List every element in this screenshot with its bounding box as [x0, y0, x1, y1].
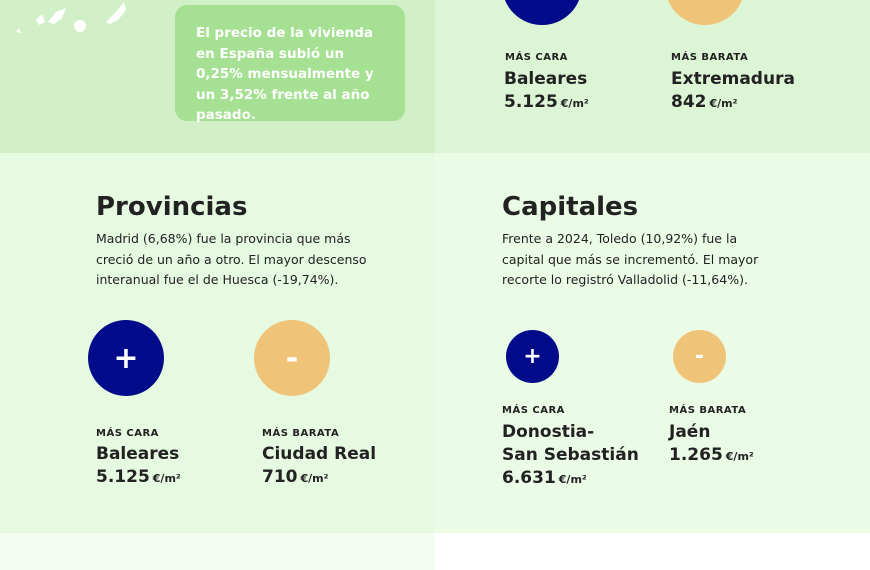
provincias-panel — [0, 153, 435, 533]
price-value: 842 — [671, 92, 707, 112]
capitales-plus-circle: + — [506, 330, 559, 383]
comunidades-barata-place: Extremadura — [671, 69, 795, 89]
provincias-barata-price: 710 €/m² — [262, 467, 328, 487]
capitales-barata-price: 1.265 €/m² — [669, 445, 754, 465]
comunidades-barata-price: 842 €/m² — [671, 92, 737, 112]
price-unit: €/m² — [558, 473, 587, 486]
provincias-description: Madrid (6,68%) fue la provincia que más … — [96, 231, 367, 287]
summary-box: El precio de la vivienda en España subió… — [175, 5, 405, 123]
minus-icon: - — [285, 340, 299, 376]
capitales-cara-place-line1: Donostia- — [502, 422, 595, 442]
price-unit: €/m² — [725, 450, 754, 463]
minus-icon: - — [694, 344, 705, 369]
price-unit: €/m² — [709, 97, 738, 110]
price-value: 1.265 — [669, 445, 723, 465]
capitales-panel — [435, 153, 870, 533]
provincias-cara-price: 5.125 €/m² — [96, 467, 181, 487]
capitales-cara-price: 6.631 €/m² — [502, 468, 587, 488]
price-value: 5.125 — [504, 92, 558, 112]
plus-icon: + — [113, 340, 139, 376]
canary-islands-map-icon — [16, 2, 126, 33]
capitales-cara-place-line2: San Sebastián — [502, 445, 639, 465]
top-right-panel — [435, 0, 870, 153]
capitales-barata-place: Jaén — [669, 422, 711, 442]
bottom-right-panel — [435, 533, 870, 570]
price-value: 6.631 — [502, 468, 556, 488]
provincias-plus-circle: + — [88, 320, 164, 396]
provincias-barata-place: Ciudad Real — [262, 444, 377, 464]
capitales-title: Capitales — [502, 192, 639, 222]
provincias-minus-circle: - — [254, 320, 330, 396]
price-unit: €/m² — [300, 472, 329, 485]
provincias-cara-badge: MÁS CARA — [96, 428, 159, 439]
comunidades-cara-badge: MÁS CARA — [505, 52, 568, 63]
comunidades-cara-price: 5.125 €/m² — [504, 92, 589, 112]
comunidades-cara-place: Baleares — [504, 69, 588, 89]
price-unit: €/m² — [560, 97, 589, 110]
capitales-description: Frente a 2024, Toledo (10,92%) fue la ca… — [502, 231, 759, 287]
capitales-cara-badge: MÁS CARA — [502, 405, 565, 416]
bottom-left-panel — [0, 533, 435, 570]
provincias-barata-badge: MÁS BARATA — [262, 428, 340, 439]
plus-icon: + — [523, 344, 542, 369]
capitales-minus-circle: - — [673, 330, 726, 383]
provincias-cara-place: Baleares — [96, 444, 180, 464]
provincias-title: Provincias — [96, 192, 248, 222]
price-unit: €/m² — [152, 472, 181, 485]
price-value: 710 — [262, 467, 298, 487]
price-value: 5.125 — [96, 467, 150, 487]
capitales-barata-badge: MÁS BARATA — [669, 405, 747, 416]
comunidades-barata-badge: MÁS BARATA — [671, 52, 749, 63]
